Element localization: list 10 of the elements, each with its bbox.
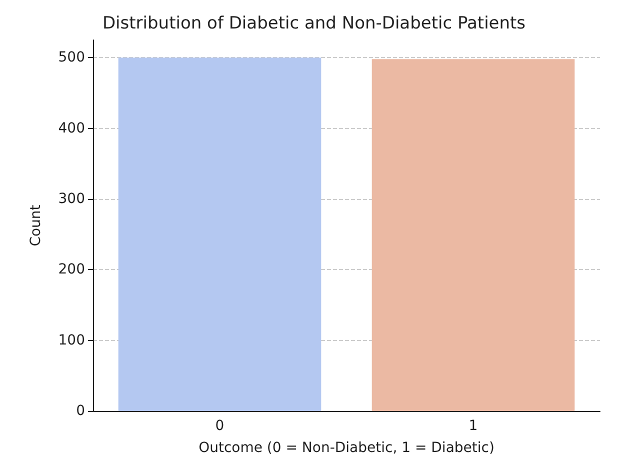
y-tick-label: 200 [58, 262, 85, 278]
y-tick-label: 300 [58, 191, 85, 207]
y-axis-title: Count [28, 204, 44, 246]
y-tick-label: 400 [58, 120, 85, 136]
chart-title: Distribution of Diabetic and Non-Diabetic Patients [102, 14, 526, 34]
y-tick-label: 100 [58, 332, 85, 348]
y-tick-label: 0 [76, 403, 85, 419]
y-tick-label: 500 [58, 50, 85, 66]
x-axis-title: Outcome (0 = Non-Diabetic, 1 = Diabetic) [198, 440, 494, 456]
x-tick-label: 1 [468, 418, 478, 434]
